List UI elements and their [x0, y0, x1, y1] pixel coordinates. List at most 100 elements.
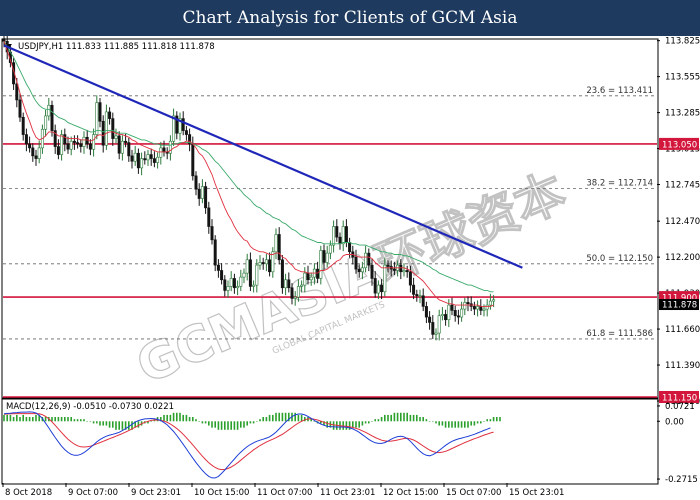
macd-histogram-bar — [278, 412, 280, 422]
level-price-label: 111.900 — [662, 294, 697, 304]
macd-histogram-bar — [25, 417, 28, 422]
fibonacci-levels: 23.6 = 113.411 38.2 = 112.714 50.0 = 112.1… — [3, 86, 657, 340]
macd-histogram-bar — [137, 421, 140, 428]
candle-body — [444, 314, 448, 321]
macd-histogram-bar — [297, 414, 300, 422]
candle-body — [380, 284, 384, 293]
moving-averages — [3, 41, 494, 307]
candle-body — [117, 135, 121, 154]
macd-histogram-bar — [220, 421, 223, 430]
candle-body — [34, 155, 38, 159]
candle-body — [431, 322, 435, 335]
macd-histogram-bar — [12, 417, 15, 422]
candle-body — [364, 252, 368, 269]
macd-histogram-bar — [9, 414, 12, 422]
macd-histogram-bar — [249, 421, 252, 424]
candle-body — [392, 268, 396, 271]
macd-histogram-bar — [198, 421, 200, 422]
candle-body — [178, 118, 182, 134]
macd-histogram-bar — [147, 421, 149, 424]
candle-body — [463, 302, 467, 310]
candle-body — [15, 83, 19, 101]
candle-body — [191, 143, 195, 177]
candle-body — [210, 226, 214, 241]
macd-histogram-bar — [28, 417, 31, 422]
candle-body — [287, 279, 291, 289]
candle-body — [181, 118, 185, 131]
candle-body — [111, 118, 115, 139]
macd-histogram-bar — [64, 417, 66, 422]
macd-histogram-bar — [131, 421, 133, 430]
time-tick-label: 15 Oct 23:01 — [509, 488, 564, 498]
macd-histogram-bar — [396, 412, 399, 422]
trendline-layer — [3, 44, 523, 269]
candle-body — [207, 207, 211, 227]
macd-histogram-bar — [304, 417, 306, 422]
candle-body — [104, 111, 108, 146]
macd-histogram-bar — [236, 421, 239, 430]
macd-indicator — [3, 411, 501, 479]
candle-body — [213, 239, 217, 266]
macd-histogram-bar — [457, 421, 460, 428]
macd-histogram-bar — [32, 417, 34, 422]
macd-histogram-bar — [371, 421, 373, 422]
candle-body — [415, 294, 419, 297]
candle-body — [300, 284, 304, 287]
candle-body — [303, 272, 307, 286]
macd-histogram-bar — [51, 417, 53, 422]
candle-body — [149, 154, 153, 159]
candle-body — [223, 279, 227, 291]
candle-body — [456, 315, 460, 318]
candle-body — [95, 102, 99, 135]
macd-histogram-bar — [89, 421, 92, 422]
level-price-label: 113.050 — [662, 140, 697, 150]
macd-histogram-bar — [19, 417, 21, 422]
macd-histogram-bar — [166, 414, 168, 422]
chart-title: Chart Analysis for Clients of GCM Asia — [182, 8, 518, 28]
price-tick-label: 113.825 — [665, 37, 700, 47]
candlesticks — [2, 36, 496, 341]
candle-body — [322, 250, 326, 263]
candle-body — [72, 140, 76, 143]
macd-histogram-bar — [22, 414, 24, 422]
macd-histogram-bar — [201, 421, 204, 424]
macd-panel-frame — [1, 398, 659, 485]
macd-histogram-bar — [108, 421, 111, 428]
candle-body — [140, 158, 144, 169]
macd-histogram-bar — [73, 419, 76, 422]
macd-histogram-bar — [80, 419, 82, 422]
candle-body — [79, 143, 83, 147]
candle-body — [232, 278, 236, 289]
time-tick-label: 15 Oct 07:00 — [446, 488, 501, 498]
candle-body — [229, 278, 233, 287]
time-tick-label: 11 Oct 23:01 — [320, 488, 375, 498]
macd-histogram-bar — [483, 421, 485, 422]
macd-histogram-bar — [38, 414, 40, 422]
candle-body — [280, 259, 284, 289]
candle-body — [127, 142, 131, 157]
macd-histogram-bar — [246, 421, 248, 426]
macd-histogram-bar — [454, 421, 456, 428]
macd-histogram-bar — [473, 421, 476, 426]
macd-histogram-bar — [112, 421, 114, 428]
candle-body — [53, 130, 57, 147]
candle-body — [479, 306, 483, 311]
level-price-label: 111.150 — [662, 394, 697, 404]
macd-histogram-bar — [288, 412, 290, 422]
candle-body — [175, 115, 179, 134]
fib-label: 50.0 = 112.150 — [586, 254, 653, 264]
candle-body — [258, 262, 262, 266]
macd-histogram-bar — [444, 421, 447, 428]
candle-body — [284, 279, 288, 289]
macd-histogram-bar — [179, 412, 181, 422]
macd-histogram-bar — [492, 417, 495, 422]
candle-body — [328, 244, 332, 254]
macd-histogram-bar — [486, 419, 488, 422]
macd-histogram-bar — [182, 414, 184, 422]
candle-body — [88, 143, 92, 150]
moving-average-fast-line — [3, 41, 494, 307]
macd-histogram-bar — [275, 412, 277, 422]
candle-body — [204, 186, 208, 209]
macd-histogram-bar — [419, 417, 421, 422]
candle-body — [184, 130, 188, 135]
